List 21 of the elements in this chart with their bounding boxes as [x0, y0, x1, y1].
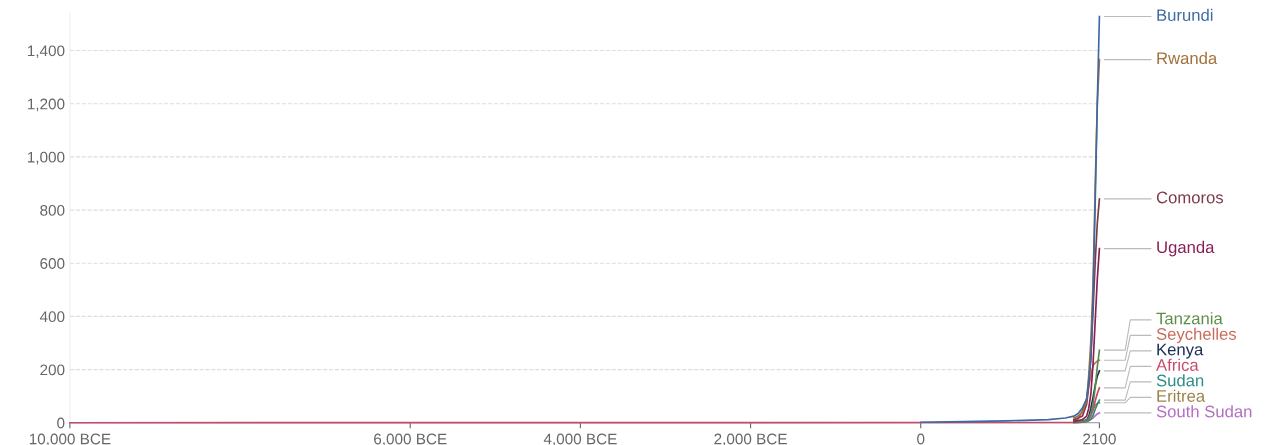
- y-tick-label: 800: [40, 204, 65, 216]
- text: Africa: [1156, 358, 1199, 371]
- y-tick-label: 600: [40, 258, 65, 269]
- text: Uganda: [1157, 240, 1215, 257]
- text: Sudan: [1156, 374, 1204, 387]
- text: Tanzania: [1156, 312, 1223, 325]
- y-tick-label: 1,200: [27, 98, 65, 112]
- y-tick-label: 200: [40, 364, 65, 376]
- text: South Sudan: [1156, 405, 1252, 418]
- text: Seychelles: [1156, 327, 1237, 344]
- text: Comoros: [1156, 191, 1224, 204]
- x-tick-label: 0: [917, 433, 925, 445]
- y-tick-label: 1,400: [27, 45, 65, 59]
- x-tick-label: 2100: [1083, 433, 1116, 445]
- text: Kenya: [1157, 343, 1204, 359]
- text: Eritrea: [1157, 389, 1206, 402]
- text: Burundi: [1157, 8, 1213, 22]
- text: Rwanda: [1157, 51, 1218, 65]
- y-tick-label: 1,000: [27, 151, 65, 165]
- y-tick-label: 400: [39, 311, 65, 323]
- y-tick-label: 0: [57, 417, 65, 429]
